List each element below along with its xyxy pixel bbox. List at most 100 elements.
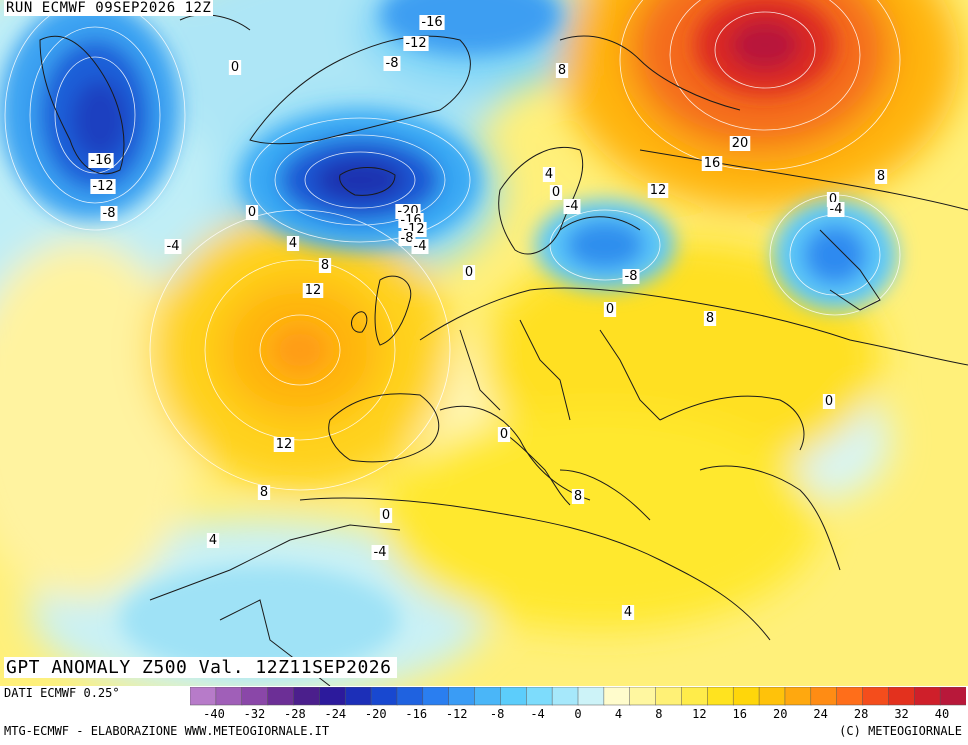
legend-swatch xyxy=(784,687,812,706)
contour-label-bg xyxy=(286,236,300,251)
contour-label-bg xyxy=(100,206,118,221)
legend-swatch xyxy=(914,687,941,706)
contour-label-bg xyxy=(555,63,569,78)
legend-swatch xyxy=(422,687,450,706)
legend-swatch xyxy=(319,687,346,706)
contour-label: 8 xyxy=(877,169,885,184)
legend-tick-label: -12 xyxy=(445,707,468,721)
contour-label-bg xyxy=(827,202,845,217)
contour-label-bg xyxy=(647,183,669,198)
contour-label-bg xyxy=(703,311,717,326)
contour-label: 16 xyxy=(704,156,721,171)
contour-label: 8 xyxy=(574,489,582,504)
legend-tick-label: 24 xyxy=(813,707,828,721)
contour-label: 0 xyxy=(500,427,508,442)
run-label: RUN ECMWF 09SEP2026 12Z xyxy=(4,0,214,16)
contour-label: 8 xyxy=(321,258,329,273)
contour-label: 0 xyxy=(829,192,837,207)
contour-label-bg xyxy=(228,60,242,75)
color-scale-legend xyxy=(190,687,966,706)
contour-label-bg xyxy=(383,56,401,71)
contour-label: 0 xyxy=(825,394,833,409)
contour-label: 0 xyxy=(465,265,473,280)
legend-swatch xyxy=(577,687,605,706)
legend-tick-label: 16 xyxy=(732,707,747,721)
legend-swatch xyxy=(215,687,243,706)
contour-label: 0 xyxy=(606,302,614,317)
color-scale-ticks: -40 -32 -28 -24 -20 -16 -12 -8 -4 0 4 8 12 16 20 24 28 32… xyxy=(190,707,966,723)
legend-swatch xyxy=(707,687,734,706)
contour-label: 4 xyxy=(624,605,632,620)
contour-label: -16 xyxy=(90,153,111,168)
contour-label: -8 xyxy=(401,231,414,246)
contour-label-bg xyxy=(822,394,836,409)
contour-label: 12 xyxy=(276,437,293,452)
contour-label: 8 xyxy=(706,311,714,326)
legend-swatch xyxy=(939,687,966,706)
contour-label: 0 xyxy=(231,60,239,75)
contour-label-bg xyxy=(729,136,751,151)
contour-label-bg xyxy=(379,508,393,523)
legend-tick-label: -32 xyxy=(243,707,266,721)
contour-label: 12 xyxy=(650,183,667,198)
contour-label: 4 xyxy=(209,533,217,548)
legend-swatch xyxy=(629,687,657,706)
contour-label-bg xyxy=(206,533,220,548)
contour-label-bg xyxy=(273,437,295,452)
contour-label: -12 xyxy=(92,179,113,194)
legend-tick-label: -28 xyxy=(284,707,306,721)
contour-label: 0 xyxy=(382,508,390,523)
legend-swatch xyxy=(862,687,890,706)
contour-label: -4 xyxy=(566,199,579,214)
legend-tick-label: 20 xyxy=(772,707,788,721)
legend-swatch xyxy=(370,687,398,706)
contour-label: 12 xyxy=(305,283,322,298)
legend-tick-label: -16 xyxy=(405,707,428,721)
contour-label: -12 xyxy=(405,36,426,51)
contour-label-bg xyxy=(874,169,888,184)
contour-label-bg xyxy=(621,605,635,620)
legend-tick-label: -20 xyxy=(364,707,387,721)
legend-swatch xyxy=(836,687,864,706)
credit-left: MTG-ECMWF - ELABORAZIONE WWW.METEOGIORNA… xyxy=(4,724,330,738)
legend-swatch xyxy=(732,687,760,706)
map-title: GPT ANOMALY Z500 Val. 12Z11SEP2026 xyxy=(4,657,398,678)
contour-label-bg xyxy=(622,269,640,284)
legend-tick-label: 4 xyxy=(614,707,623,721)
contour-label-bg xyxy=(563,199,581,214)
legend-tick-label: 0 xyxy=(574,707,582,721)
contour-label-bg xyxy=(419,15,445,30)
contour-label-bg xyxy=(318,258,332,273)
contour-label: 8 xyxy=(558,63,566,78)
contour-label: -4 xyxy=(167,239,180,254)
contour-label-bg xyxy=(603,302,617,317)
contour-labels: -16-12-80-16-12-8 0-4 4812-20-16-12-8-4082… xyxy=(88,15,888,620)
legend-swatch xyxy=(500,687,528,706)
contour-label-bg xyxy=(302,283,324,298)
contour-label-bg xyxy=(88,153,114,168)
legend-swatch xyxy=(551,687,579,706)
anomaly-map: -16-12-80-16-12-8 0-4 4812-20-16-12-8-4082… xyxy=(0,0,968,686)
contour-label: -4 xyxy=(414,239,427,254)
legend-swatch xyxy=(241,687,269,706)
contour-label: 4 xyxy=(289,236,297,251)
legend-swatch xyxy=(396,687,424,706)
legend-swatch xyxy=(603,687,631,706)
legend-swatch xyxy=(655,687,683,706)
legend-swatch xyxy=(190,687,217,706)
contour-label-bg xyxy=(371,545,389,560)
legend-swatch xyxy=(758,687,786,706)
legend-swatch xyxy=(526,687,553,706)
data-source-label: DATI ECMWF 0.25° xyxy=(4,686,120,700)
coastlines xyxy=(39,14,968,686)
contour-label-bg xyxy=(571,489,585,504)
legend-tick-label: 32 xyxy=(894,707,909,721)
legend-swatch xyxy=(344,687,372,706)
contour-label-bg xyxy=(542,167,556,182)
legend-swatch xyxy=(293,687,321,706)
legend-tick-label: 12 xyxy=(692,707,707,721)
contour-lines xyxy=(4,0,901,491)
contour-label-bg xyxy=(411,239,429,254)
contour-label: 0 xyxy=(552,185,560,200)
